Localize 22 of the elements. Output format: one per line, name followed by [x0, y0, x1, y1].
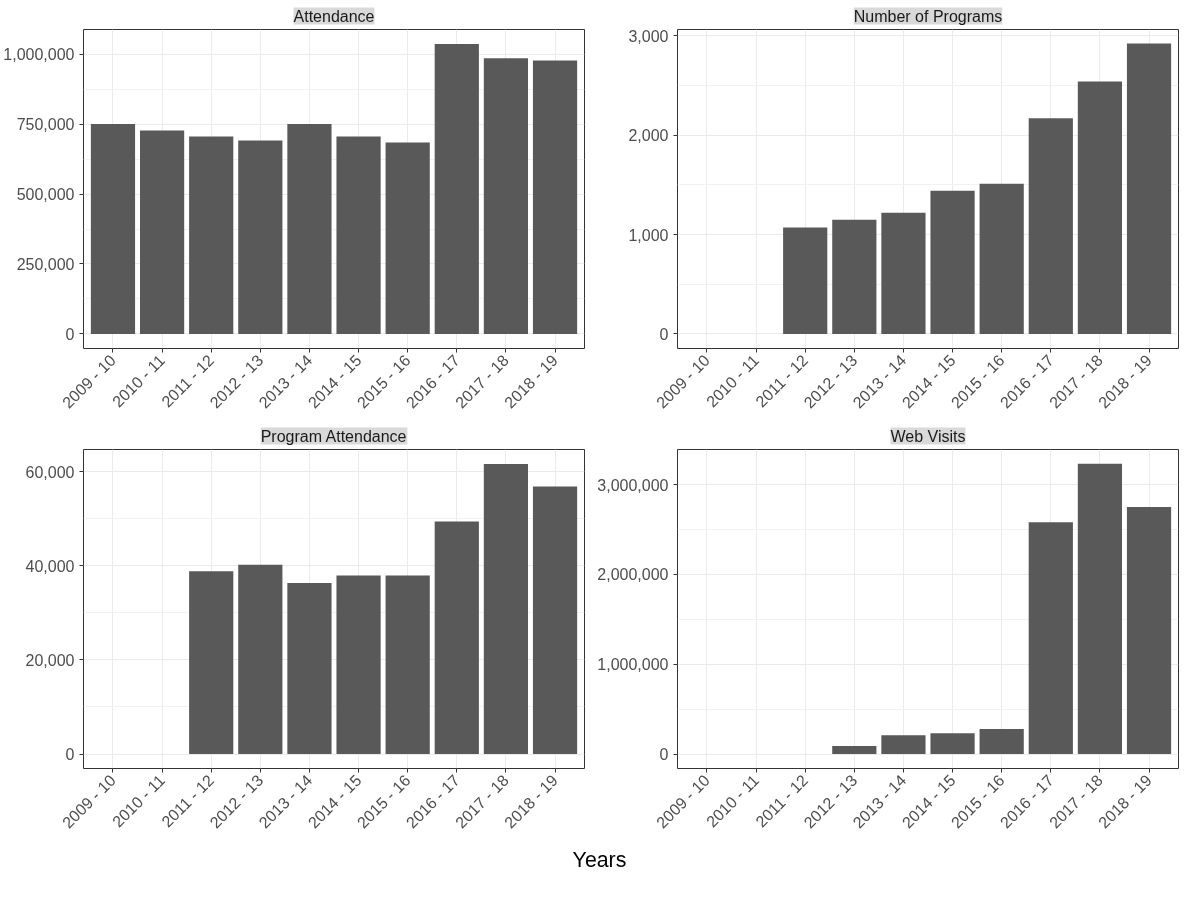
y-tick-label: 0	[65, 325, 75, 343]
y-tick-label: 1,000,000	[3, 46, 75, 64]
y-tick-label: 750,000	[16, 116, 75, 134]
y-tick-label: 40,000	[25, 557, 75, 575]
y-tick-label: 60,000	[25, 463, 75, 481]
y-tick-label: 500,000	[16, 186, 75, 204]
y-tick-label: 2,000	[628, 127, 669, 145]
y-tick-label: 1,000	[628, 226, 669, 244]
x-axis-title: Years	[572, 847, 627, 874]
y-tick-label: 0	[659, 325, 669, 343]
chart-title: Number of Programs	[853, 7, 1003, 25]
chart-title: Program Attendance	[260, 427, 407, 445]
y-tick-label: 20,000	[25, 651, 75, 669]
y-tick-label: 250,000	[16, 255, 75, 273]
y-tick-label: 0	[659, 746, 669, 764]
y-tick-label: 1,000,000	[597, 656, 669, 674]
y-tick-label: 2,000,000	[597, 566, 669, 584]
chart-title: Web Visits	[890, 427, 966, 445]
chart-title: Attendance	[293, 7, 375, 25]
y-tick-label: 0	[65, 746, 75, 763]
y-tick-label: 3,000	[628, 27, 669, 45]
y-tick-label: 3,000,000	[597, 476, 669, 494]
